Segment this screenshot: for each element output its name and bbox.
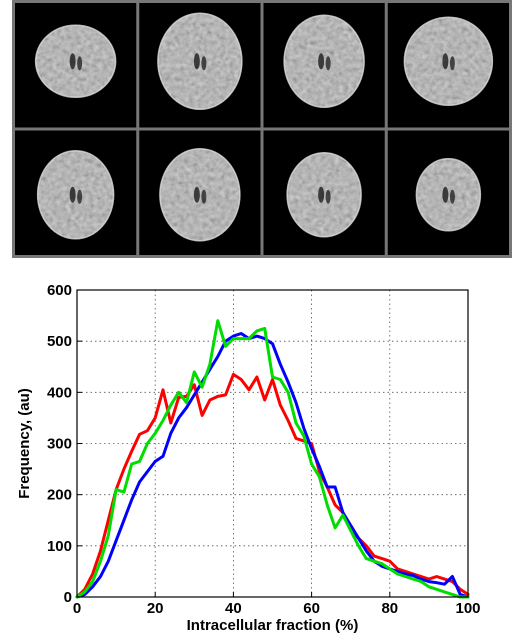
y-tick-label: 0	[64, 589, 72, 606]
x-tick-label: 60	[303, 600, 320, 617]
brain-slice-panel	[15, 130, 137, 255]
x-axis-label: Intracellular fraction (%)	[187, 617, 359, 634]
brain-slice-panel	[387, 3, 509, 128]
y-tick-label: 600	[47, 282, 72, 299]
y-axis-label: Frequency, (au)	[16, 388, 33, 499]
chart-series	[75, 319, 470, 599]
histogram-chart: 0 20 40 60 80 100 0 100 200 300 400 500 600 Intracel…	[0, 270, 524, 641]
x-tick-label: 80	[381, 600, 398, 617]
y-tick-label: 500	[47, 333, 72, 350]
brain-slice-panel	[15, 3, 137, 128]
brain-slice-panel	[139, 3, 261, 128]
x-tick-label: 100	[455, 600, 480, 617]
brain-slice-panel	[263, 130, 385, 255]
series-line	[75, 332, 470, 599]
brain-slice-panel	[139, 130, 261, 255]
chart-ticks: 0 20 40 60 80 100 0 100 200 300 400 500 600	[47, 282, 481, 617]
brain-slice-montage	[12, 0, 512, 258]
y-tick-label: 400	[47, 384, 72, 401]
y-tick-label: 200	[47, 487, 72, 504]
series-line	[75, 319, 470, 599]
x-tick-label: 40	[225, 600, 242, 617]
x-tick-label: 20	[147, 600, 164, 617]
brain-slice-panel	[263, 3, 385, 128]
x-tick-label: 0	[73, 600, 81, 617]
y-tick-label: 300	[47, 436, 72, 453]
series-line	[75, 372, 470, 599]
y-tick-label: 100	[47, 538, 72, 555]
brain-slice-panel	[387, 130, 509, 255]
